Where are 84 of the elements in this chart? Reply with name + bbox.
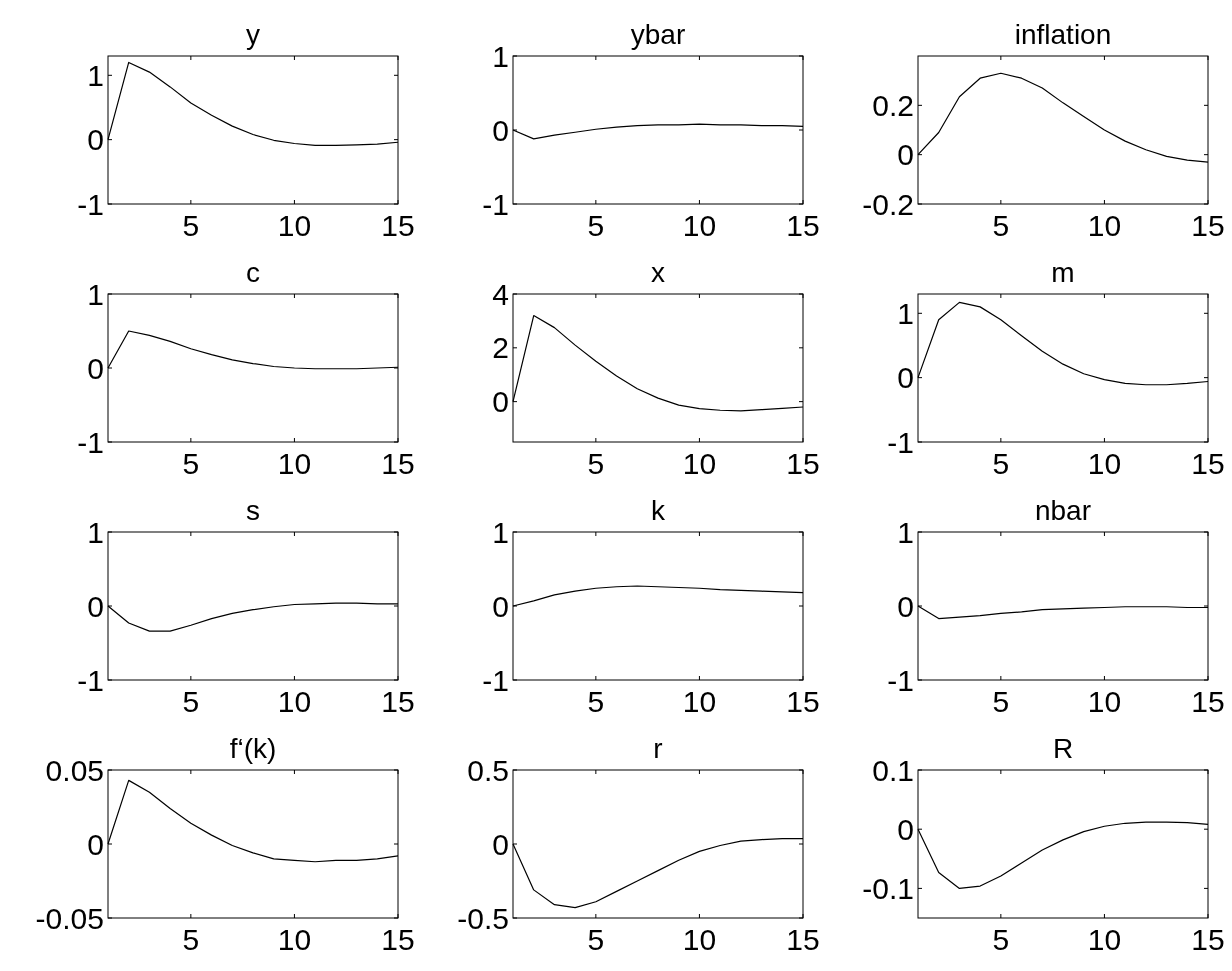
- y-tick-label: 0: [897, 589, 914, 623]
- y-tick-label: -1: [77, 425, 104, 459]
- y-tick-label: 0: [897, 812, 914, 846]
- chart-title: f‘(k): [229, 733, 277, 764]
- x-tick-label: 10: [682, 685, 717, 718]
- x-tick-label: 5: [587, 923, 605, 956]
- y-tick-label: 2: [492, 331, 509, 365]
- y-tick-label: 0: [492, 589, 509, 623]
- y-tick-label: 0: [492, 113, 509, 147]
- y-tick-label: 0.05: [45, 753, 104, 787]
- chart-title: m: [1051, 257, 1075, 288]
- y-tick-label: 0: [87, 589, 104, 623]
- x-tick-label: 5: [182, 447, 200, 480]
- chart-title: s: [246, 495, 260, 526]
- x-tick-label: 5: [587, 447, 605, 480]
- chart-title: R: [1052, 733, 1074, 764]
- x-tick-label: 10: [1087, 685, 1122, 718]
- y-tick-label: 0: [87, 123, 104, 157]
- x-tick-label: 5: [182, 685, 200, 718]
- y-tick-label: -0.2: [862, 187, 914, 221]
- y-tick-label: -0.5: [457, 901, 509, 935]
- x-tick-label: 10: [682, 923, 717, 956]
- y-tick-label: -0.1: [862, 871, 914, 905]
- y-tick-label: 0.1: [872, 753, 914, 787]
- x-tick-label: 10: [277, 685, 312, 718]
- x-tick-label: 15: [1191, 447, 1225, 480]
- x-tick-label: 10: [277, 209, 312, 242]
- chart-title: ybar: [630, 19, 686, 50]
- y-tick-label: 0: [897, 138, 914, 172]
- y-tick-label: 0: [492, 385, 509, 419]
- y-tick-label: 1: [492, 515, 509, 549]
- chart-title: y: [246, 19, 260, 50]
- y-tick-label: 1: [897, 296, 914, 330]
- x-tick-label: 10: [1087, 447, 1122, 480]
- x-tick-label: 15: [786, 209, 820, 242]
- y-tick-label: -1: [482, 663, 509, 697]
- x-tick-label: 15: [786, 447, 820, 480]
- y-tick-label: 1: [87, 515, 104, 549]
- y-tick-label: 1: [87, 58, 104, 92]
- x-tick-label: 5: [182, 923, 200, 956]
- x-tick-label: 5: [182, 209, 200, 242]
- chart-title: nbar: [1034, 495, 1092, 526]
- y-tick-label: -1: [77, 187, 104, 221]
- x-tick-label: 15: [381, 685, 415, 718]
- x-tick-label: 5: [992, 447, 1010, 480]
- chart-title: x: [651, 257, 665, 288]
- x-tick-label: 10: [1087, 209, 1122, 242]
- x-tick-label: 15: [1191, 685, 1225, 718]
- y-tick-label: -1: [887, 663, 914, 697]
- chart-title: c: [246, 257, 260, 288]
- chart-title: inflation: [1014, 19, 1112, 50]
- chart-title: r: [653, 733, 663, 764]
- x-tick-label: 15: [786, 923, 820, 956]
- y-tick-label: 1: [87, 277, 104, 311]
- x-tick-label: 10: [682, 447, 717, 480]
- x-tick-label: 10: [277, 447, 312, 480]
- y-tick-label: 0.2: [872, 88, 914, 122]
- y-tick-label: 0: [87, 351, 104, 385]
- x-tick-label: 5: [587, 209, 605, 242]
- y-tick-label: 0: [897, 361, 914, 395]
- x-tick-label: 5: [587, 685, 605, 718]
- x-tick-label: 15: [381, 447, 415, 480]
- y-tick-label: 4: [492, 277, 509, 311]
- x-tick-label: 10: [277, 923, 312, 956]
- x-tick-label: 10: [1087, 923, 1122, 956]
- y-tick-label: 0: [87, 827, 104, 861]
- x-tick-label: 10: [682, 209, 717, 242]
- y-tick-label: 1: [897, 515, 914, 549]
- x-tick-label: 15: [381, 923, 415, 956]
- y-tick-label: 1: [492, 39, 509, 73]
- y-tick-label: 0.5: [467, 753, 509, 787]
- x-tick-label: 5: [992, 685, 1010, 718]
- chart-title: k: [651, 495, 666, 526]
- y-tick-label: -1: [482, 187, 509, 221]
- x-tick-label: 15: [1191, 923, 1225, 956]
- x-tick-label: 5: [992, 209, 1010, 242]
- y-tick-label: 0: [492, 827, 509, 861]
- x-tick-label: 5: [992, 923, 1010, 956]
- x-tick-label: 15: [381, 209, 415, 242]
- y-tick-label: -1: [887, 425, 914, 459]
- y-tick-label: -0.05: [35, 901, 104, 935]
- x-tick-label: 15: [786, 685, 820, 718]
- y-tick-label: -1: [77, 663, 104, 697]
- x-tick-label: 15: [1191, 209, 1225, 242]
